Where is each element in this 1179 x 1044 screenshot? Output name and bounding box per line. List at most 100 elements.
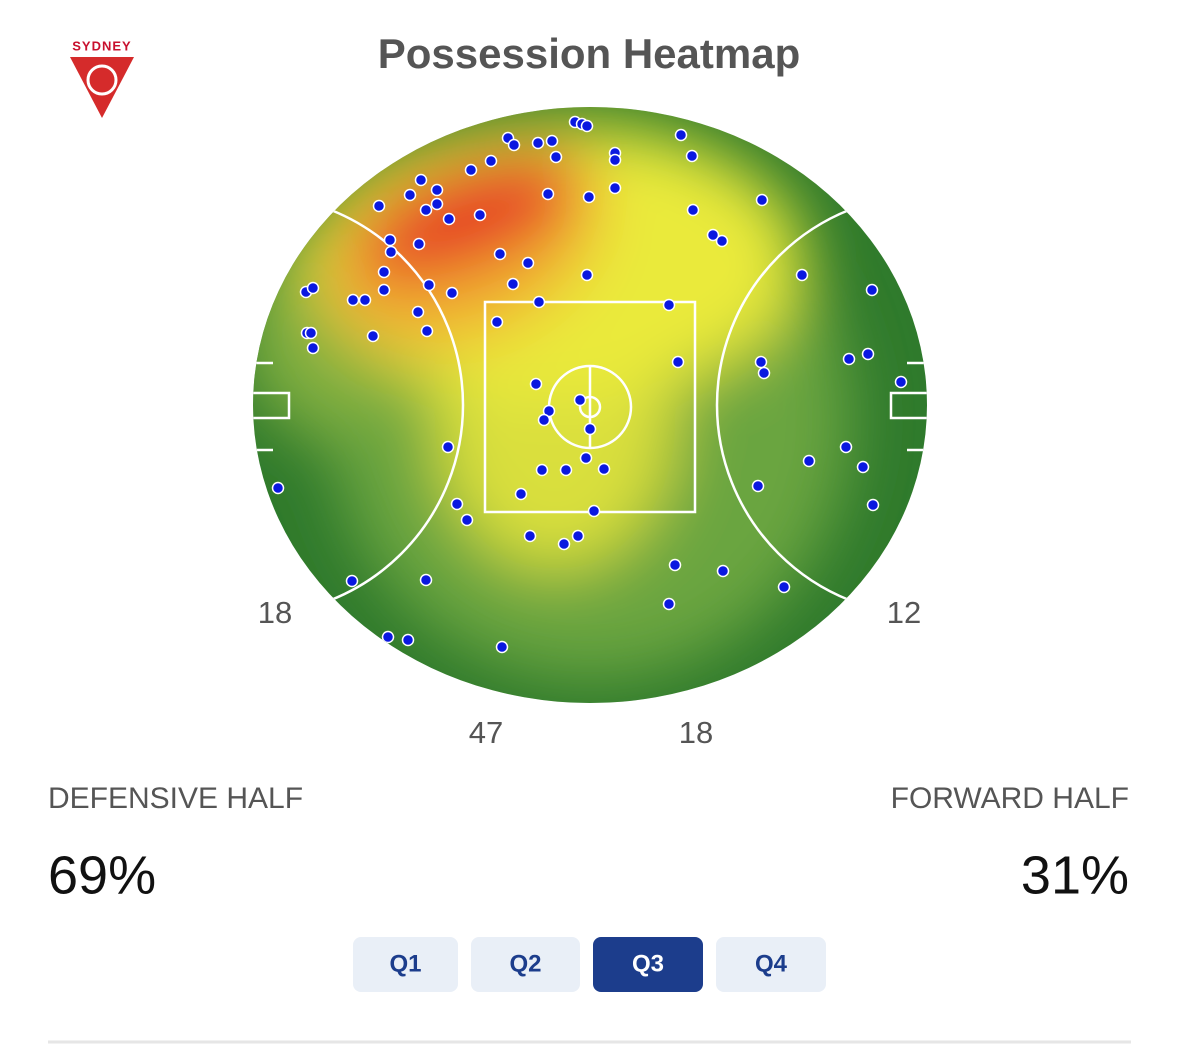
halves: DEFENSIVE HALF 69% FORWARD HALF 31%: [48, 782, 1129, 905]
possession-dot: [662, 298, 676, 312]
zone-count: 18: [258, 595, 292, 630]
possession-dot: [430, 183, 444, 197]
possession-dot: [802, 454, 816, 468]
possession-dot: [580, 119, 594, 133]
possession-dot: [377, 283, 391, 297]
tab-background: [471, 937, 580, 992]
logo-emblem: [86, 64, 118, 96]
possession-dot: [608, 181, 622, 195]
possession-dot: [777, 580, 791, 594]
tab-background: [593, 937, 703, 992]
possession-dot: [532, 295, 546, 309]
possession-dot: [856, 460, 870, 474]
possession-dot: [579, 451, 593, 465]
possession-dot: [384, 245, 398, 259]
possession-dot: [366, 329, 380, 343]
tab-label: Q2: [509, 950, 541, 977]
possession-dot: [372, 199, 386, 213]
tab-background: [353, 937, 458, 992]
possession-dot: [686, 203, 700, 217]
possession-dot: [757, 366, 771, 380]
possession-dot: [383, 233, 397, 247]
half-share: 31%: [1021, 845, 1129, 905]
tab[interactable]: Q4: [716, 937, 826, 992]
possession-dot: [861, 347, 875, 361]
possession-dot: [597, 462, 611, 476]
possession-dot: [545, 134, 559, 148]
possession-dot: [430, 197, 444, 211]
half-label: FORWARD HALF: [891, 782, 1129, 815]
possession-dot: [411, 305, 425, 319]
zone-counts: 18 12 47 18: [258, 595, 921, 750]
possession-dot: [751, 479, 765, 493]
possession-dot: [795, 268, 809, 282]
tab-label: Q1: [389, 950, 421, 977]
possession-dot: [671, 355, 685, 369]
logo-text: SYDNEY: [72, 38, 131, 53]
possession-dot: [271, 481, 285, 495]
possession-dot: [304, 326, 318, 340]
tab-label: Q3: [632, 950, 664, 977]
possession-dot: [414, 173, 428, 187]
possession-dot: [419, 203, 433, 217]
possession-dot: [493, 247, 507, 261]
possession-dot: [401, 633, 415, 647]
possession-dot: [506, 277, 520, 291]
possession-dot: [541, 187, 555, 201]
zone-count: 12: [887, 595, 921, 630]
zone-count: 47: [469, 715, 503, 750]
title: Possession Heatmap: [378, 30, 801, 77]
zone-count: 18: [679, 715, 713, 750]
tab[interactable]: Q1: [353, 937, 458, 992]
possession-dot: [865, 283, 879, 297]
possession-dot: [535, 463, 549, 477]
tab-label: Q4: [755, 950, 788, 977]
possession-dot: [419, 573, 433, 587]
possession-dot: [531, 136, 545, 150]
possession-dot: [523, 529, 537, 543]
possession-dot: [674, 128, 688, 142]
half-label: DEFENSIVE HALF: [48, 782, 303, 815]
possession-dot: [866, 498, 880, 512]
heatmap: [253, 107, 927, 703]
possession-dot: [715, 234, 729, 248]
possession-dot: [484, 154, 498, 168]
possession-dot: [894, 375, 908, 389]
possession-dot: [507, 138, 521, 152]
possession-dot: [587, 504, 601, 518]
possession-dot: [420, 324, 434, 338]
possession-dot: [377, 265, 391, 279]
possession-dot: [441, 440, 455, 454]
possession-dot: [529, 377, 543, 391]
possession-dot: [583, 422, 597, 436]
possession-dot: [495, 640, 509, 654]
possession-dot: [755, 193, 769, 207]
tab[interactable]: Q2: [471, 937, 580, 992]
possession-dot: [559, 463, 573, 477]
possession-dot: [450, 497, 464, 511]
possession-dot: [358, 293, 372, 307]
tab[interactable]: Q3: [593, 937, 703, 992]
possession-dots: [271, 115, 908, 654]
possession-dot: [422, 278, 436, 292]
tab-background: [716, 937, 826, 992]
possession-dot: [460, 513, 474, 527]
possession-dot: [839, 440, 853, 454]
possession-dot: [549, 150, 563, 164]
possession-dot: [490, 315, 504, 329]
possession-dot: [306, 341, 320, 355]
possession-dot: [521, 256, 535, 270]
possession-dot: [473, 208, 487, 222]
possession-dot: [582, 190, 596, 204]
possession-dot: [571, 529, 585, 543]
possession-dot: [685, 149, 699, 163]
possession-dot: [464, 163, 478, 177]
possession-dot: [580, 268, 594, 282]
possession-dot: [445, 286, 459, 300]
possession-dot: [842, 352, 856, 366]
possession-dot: [412, 237, 426, 251]
possession-dot: [403, 188, 417, 202]
possession-dot: [346, 293, 360, 307]
